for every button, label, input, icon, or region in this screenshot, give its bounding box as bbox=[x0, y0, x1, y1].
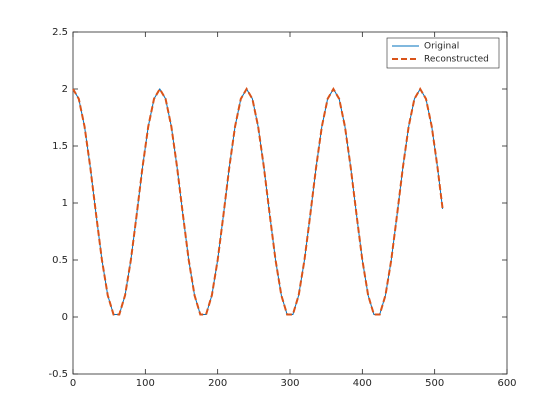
x-tick-label: 500 bbox=[425, 378, 444, 389]
x-tick-label: 0 bbox=[70, 378, 76, 389]
x-tick-label: 300 bbox=[280, 378, 299, 389]
legend-label: Reconstructed bbox=[424, 55, 489, 65]
y-tick-label: 2.5 bbox=[52, 27, 68, 38]
y-tick-label: 2 bbox=[62, 84, 68, 95]
data-line bbox=[72, 87, 444, 316]
x-tick-label: 400 bbox=[353, 378, 372, 389]
legend-box bbox=[386, 37, 500, 69]
y-tick-label: 0 bbox=[62, 312, 68, 323]
y-tick-label: 1.5 bbox=[52, 141, 68, 152]
legend: Original Reconstructed bbox=[386, 37, 500, 69]
x-tick-label: 200 bbox=[208, 378, 227, 389]
x-tick-label: 600 bbox=[497, 378, 516, 389]
x-tick-label: 100 bbox=[136, 378, 155, 389]
y-tick-label: 0.5 bbox=[52, 255, 68, 266]
legend-label: Original bbox=[424, 42, 459, 52]
y-tick-label: 1 bbox=[62, 198, 68, 209]
y-tick-label: -0.5 bbox=[48, 369, 68, 380]
